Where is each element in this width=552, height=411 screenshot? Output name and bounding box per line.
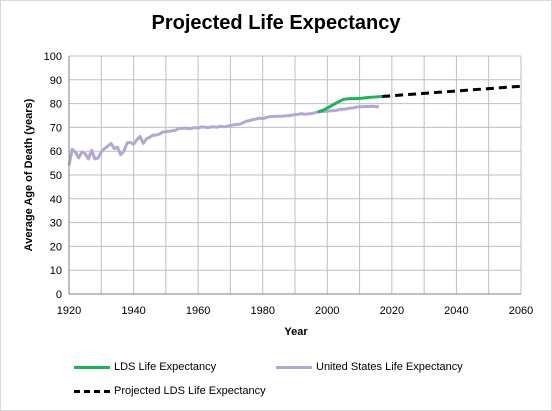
y-tick-label: 30 — [50, 218, 62, 230]
x-tick-label: 2000 — [315, 305, 339, 317]
legend-label-us: United States Life Expectancy — [316, 361, 463, 373]
y-tick-label: 80 — [50, 99, 62, 111]
x-tick-label: 2060 — [509, 305, 533, 317]
series-line-projected-lds-life-expectancy — [382, 84, 522, 98]
x-tick-label: 1980 — [250, 305, 274, 317]
y-tick-label: 70 — [50, 122, 62, 134]
x-tick-label: 2020 — [380, 305, 404, 317]
legend-swatch-lds — [74, 366, 110, 369]
y-tick-label: 90 — [50, 75, 62, 87]
legend-swatch-projected — [74, 390, 110, 393]
series-line-united-states-life-expectancy — [67, 104, 379, 166]
x-tick-label: 1960 — [186, 305, 210, 317]
y-tick-label: 10 — [50, 265, 62, 277]
x-tick-label: 1920 — [57, 305, 81, 317]
legend-swatch-us — [276, 366, 312, 369]
y-tick-label: 0 — [56, 289, 62, 301]
x-tick-label: 2040 — [444, 305, 468, 317]
x-tick-label: 1940 — [121, 305, 145, 317]
y-tick-label: 20 — [50, 241, 62, 253]
y-tick-label: 100 — [44, 51, 62, 63]
chart-title: Projected Life Expectancy — [151, 12, 401, 34]
y-tick-label: 60 — [50, 146, 62, 158]
x-axis-title: Year — [284, 326, 308, 338]
y-axis-title: Average Age of Death (years) — [23, 98, 35, 251]
legend-label-projected: Projected LDS Life Expectancy — [114, 385, 266, 397]
legend-label-lds: LDS Life Expectancy — [114, 361, 217, 373]
y-tick-label: 40 — [50, 194, 62, 206]
series-line-lds-life-expectancy — [317, 94, 383, 114]
y-tick-label: 50 — [50, 170, 62, 182]
